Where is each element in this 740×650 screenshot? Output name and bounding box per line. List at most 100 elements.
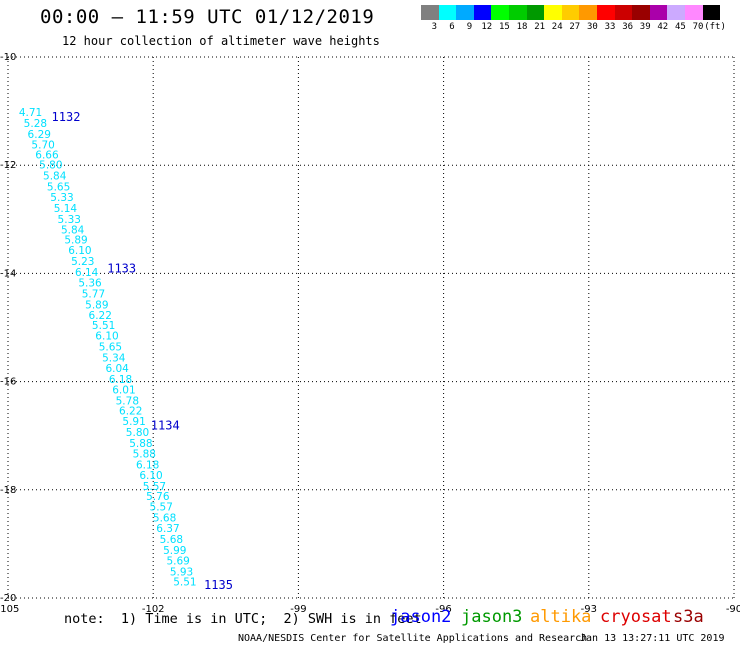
x-tick-label: -102	[142, 604, 165, 615]
x-tick-label: -105	[0, 604, 19, 615]
swh-value: 5.88	[133, 449, 156, 461]
color-swatch	[649, 5, 668, 20]
scale-label: 45	[675, 22, 686, 32]
swh-value: 5.80	[39, 160, 62, 172]
color-swatch	[491, 5, 509, 20]
scale-label: 15	[499, 22, 510, 32]
color-swatch	[421, 5, 439, 20]
color-swatch	[544, 5, 562, 20]
swh-value: 6.37	[156, 523, 179, 535]
color-swatch	[614, 5, 633, 20]
swh-value: 5.77	[82, 288, 105, 300]
legend-jason2: jason2	[390, 607, 452, 627]
swh-value: 5.51	[173, 576, 196, 588]
swh-value: 5.89	[64, 234, 87, 246]
swh-value: 6.18	[109, 374, 132, 386]
swh-value: 4.71	[19, 107, 42, 119]
chart-title: 00:00 – 11:59 UTC 01/12/2019	[40, 6, 375, 28]
swh-value: 5.91	[122, 416, 145, 428]
credit-line: NOAA/NESDIS Center for Satellite Applica…	[238, 633, 588, 644]
scale-label: 33	[604, 22, 616, 32]
swh-value: 6.22	[89, 310, 112, 322]
swh-value: 6.10	[139, 470, 162, 482]
swh-value: 5.34	[102, 352, 126, 364]
y-tick-label: -20	[0, 593, 16, 604]
y-tick-label: -18	[0, 485, 16, 496]
scale-label: 21	[534, 22, 546, 32]
time-label: 1134	[151, 419, 180, 433]
color-swatch	[473, 5, 492, 20]
swh-value: 5.57	[150, 502, 173, 514]
x-tick-label: -96	[435, 604, 451, 615]
swh-value: 6.66	[35, 149, 59, 161]
y-tick-label: -10	[0, 52, 16, 63]
swh-value: 5.76	[146, 491, 170, 503]
color-swatch	[526, 5, 545, 20]
scale-label: 27	[569, 22, 581, 32]
swh-value: 6.18	[136, 459, 159, 471]
swh-value: 5.88	[129, 438, 152, 450]
scale-label: 42	[657, 22, 669, 32]
swh-value: 5.65	[47, 181, 70, 193]
swh-value: 5.36	[78, 278, 102, 290]
swh-value: 5.57	[143, 481, 166, 493]
swh-value: 5.33	[50, 192, 73, 204]
scale-label: 3	[431, 22, 438, 32]
swh-value: 5.84	[61, 225, 85, 237]
render-timestamp: Jan 13 13:27:11 UTC 2019	[580, 633, 725, 644]
scale-label: 18	[516, 22, 528, 32]
swh-value: 5.28	[24, 118, 47, 130]
scale-label: 36	[622, 22, 634, 32]
scale-label: 39	[639, 22, 651, 32]
color-swatch	[579, 5, 597, 20]
x-tick-label: -93	[581, 604, 597, 615]
swh-value: 5.80	[126, 427, 149, 439]
chart-subtitle: 12 hour collection of altimeter wave hei…	[62, 34, 380, 48]
legend-jason3: jason3	[461, 607, 523, 627]
y-tick-label: -14	[0, 268, 16, 279]
swh-value: 5.69	[166, 556, 189, 568]
color-swatch	[702, 5, 721, 20]
swh-value: 5.23	[71, 256, 94, 268]
swh-value: 6.04	[105, 363, 129, 375]
swh-value: 5.84	[43, 171, 67, 183]
legend-altika: altika	[530, 607, 592, 627]
swh-value: 5.89	[85, 299, 108, 311]
footer-note: note: 1) Time is in UTC; 2) SWH is in fe…	[64, 611, 422, 627]
swh-value: 6.29	[28, 129, 51, 141]
time-label: 1133	[107, 262, 136, 276]
swh-value: 5.78	[116, 396, 139, 408]
swh-value: 6.10	[95, 331, 118, 343]
color-swatch	[632, 5, 650, 20]
color-swatch	[596, 5, 615, 20]
swh-value: 5.68	[160, 534, 183, 546]
swh-value: 6.01	[112, 385, 135, 397]
y-tick-label: -12	[0, 160, 16, 171]
color-swatch	[561, 5, 580, 20]
scale-label: 24	[551, 22, 563, 32]
swh-value: 6.10	[68, 245, 91, 257]
swh-value: 5.51	[92, 320, 115, 332]
swh-value: 5.68	[153, 512, 176, 524]
swh-value: 5.93	[170, 567, 193, 579]
swh-value: 6.22	[119, 405, 142, 417]
swh-value: 5.65	[99, 341, 122, 353]
legend-s3a: s3a	[673, 607, 704, 627]
legend-cryosat: cryosat	[600, 607, 672, 627]
color-swatch	[684, 5, 703, 20]
swh-value: 5.70	[31, 140, 54, 152]
color-swatch	[667, 5, 685, 20]
y-tick-label: -16	[0, 377, 16, 388]
color-swatch	[438, 5, 457, 20]
scale-label: (ft)	[704, 22, 726, 32]
scale-label: 12	[481, 22, 493, 32]
time-label: 1132	[52, 110, 81, 124]
swh-value: 6.14	[75, 267, 99, 279]
color-scale-bar	[421, 5, 721, 21]
swh-value: 5.99	[163, 545, 186, 557]
x-tick-label: -99	[290, 604, 306, 615]
scale-label: 9	[466, 22, 473, 32]
color-swatch	[508, 5, 527, 20]
